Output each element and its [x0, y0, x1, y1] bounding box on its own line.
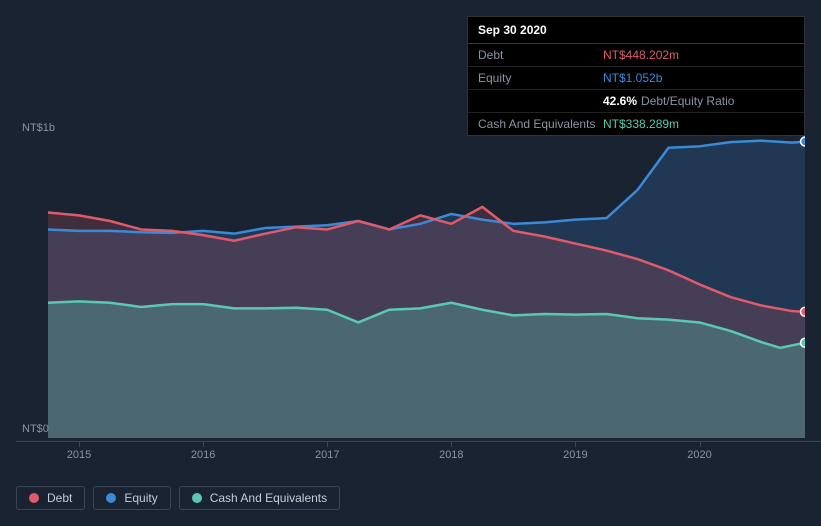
x-axis-label: 2018: [439, 449, 463, 461]
tooltip-label: Equity: [478, 71, 603, 85]
legend-swatch: [106, 493, 116, 503]
legend-item-cash[interactable]: Cash And Equivalents: [179, 486, 340, 510]
chart-tooltip: Sep 30 2020 Debt NT$448.202m Equity NT$1…: [467, 16, 805, 136]
x-axis-label: 2015: [67, 449, 91, 461]
legend-label: Equity: [124, 491, 157, 505]
legend-item-equity[interactable]: Equity: [93, 486, 170, 510]
plot-area[interactable]: [48, 128, 805, 438]
tooltip-ratio-pct: 42.6%: [603, 94, 637, 108]
tooltip-value: NT$1.052b: [603, 71, 662, 85]
tooltip-row-ratio: 42.6% Debt/Equity Ratio: [468, 90, 804, 113]
chart-svg: [48, 128, 805, 438]
legend-label: Cash And Equivalents: [210, 491, 327, 505]
x-axis-label: 2017: [315, 449, 339, 461]
x-axis-label: 2019: [563, 449, 587, 461]
legend-swatch: [192, 493, 202, 503]
chart-legend: Debt Equity Cash And Equivalents: [16, 486, 340, 510]
tooltip-date: Sep 30 2020: [468, 17, 804, 44]
legend-item-debt[interactable]: Debt: [16, 486, 85, 510]
legend-label: Debt: [47, 491, 72, 505]
financial-chart: Sep 30 2020 Debt NT$448.202m Equity NT$1…: [0, 0, 821, 526]
tooltip-value: NT$448.202m: [603, 48, 679, 62]
tooltip-label: Debt: [478, 48, 603, 62]
x-axis-label: 2020: [687, 449, 711, 461]
tooltip-ratio-text: Debt/Equity Ratio: [641, 94, 734, 108]
tooltip-row-equity: Equity NT$1.052b: [468, 67, 804, 90]
tooltip-label: [478, 94, 603, 108]
tooltip-row-debt: Debt NT$448.202m: [468, 44, 804, 67]
x-axis-label: 2016: [191, 449, 215, 461]
y-axis-label-bottom: NT$0: [22, 423, 49, 435]
legend-swatch: [29, 493, 39, 503]
